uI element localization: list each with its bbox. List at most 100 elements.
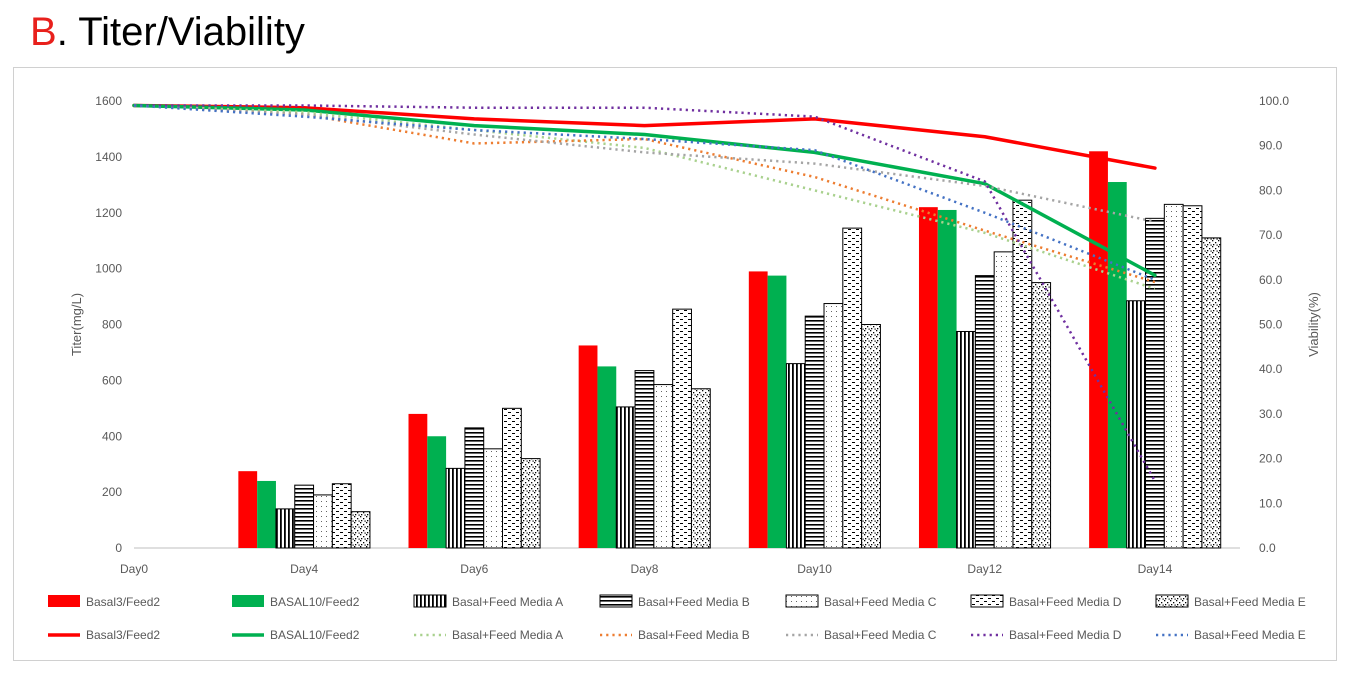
legend-bar-swatch: [232, 595, 264, 607]
y2-tick-label: 100.0: [1259, 94, 1289, 108]
y-tick-label: 0: [115, 541, 122, 555]
bar-0-3: [578, 345, 598, 548]
y2-tick-label: 0.0: [1259, 541, 1276, 555]
line-series-2: [133, 104, 1156, 290]
bar-1-4: [767, 275, 787, 548]
bar-3-6: [1145, 217, 1165, 549]
bar-5-2: [502, 407, 522, 549]
bar-6-6: [1201, 237, 1222, 549]
bar-6-2: [520, 458, 541, 549]
bar-3-3: [634, 370, 655, 549]
bar-6-3: [690, 388, 711, 549]
bar-0-4: [748, 271, 768, 548]
figure-title-text: . Titer/Viability: [56, 10, 305, 54]
bar-3-4: [804, 315, 825, 549]
chart-frame: [13, 67, 1337, 661]
legend-line-label: Basal+Feed Media A: [452, 628, 563, 642]
line-series-0: [132, 103, 1157, 170]
bar-6-1: [350, 511, 371, 549]
bar-1-5: [937, 209, 957, 549]
y2-tick-label: 70.0: [1259, 228, 1283, 242]
y2-tick-label: 10.0: [1259, 496, 1283, 510]
bar-4-2: [483, 448, 504, 549]
bar-0-2: [408, 413, 428, 548]
bar-1-2: [427, 436, 447, 548]
legend-line-label: Basal3/Feed2: [86, 628, 160, 642]
y-tick-label: 1400: [95, 150, 122, 164]
legend-bar-label: Basal+Feed Media B: [638, 595, 750, 609]
legend-bar-swatch: [1155, 594, 1189, 608]
bar-2-4: [785, 363, 806, 549]
legend-bar-label: Basal3/Feed2: [86, 595, 160, 609]
y2-axis-title: Viability(%): [1306, 292, 1321, 357]
bar-0-6: [1089, 151, 1108, 548]
y-tick-label: 1600: [95, 94, 122, 108]
legend-line-label: Basal+Feed Media D: [1009, 628, 1122, 642]
bar-5-4: [842, 227, 863, 549]
legend-line-label: BASAL10/Feed2: [270, 628, 360, 642]
bar-4-3: [653, 384, 674, 549]
y-tick-label: 200: [102, 485, 122, 499]
bar-4-1: [313, 494, 333, 549]
bar-0-1: [238, 471, 258, 548]
y-tick-label: 1200: [95, 206, 122, 220]
y2-tick-label: 60.0: [1259, 273, 1283, 287]
line-series-5: [134, 104, 1157, 482]
bar-5-1: [331, 483, 352, 549]
y-axis-title: Titer(mg/L): [69, 293, 84, 356]
y2-tick-label: 90.0: [1259, 139, 1283, 153]
legend-bar-label: Basal+Feed Media D: [1009, 595, 1122, 609]
legend-line-label: Basal+Feed Media C: [824, 628, 937, 642]
bar-4-5: [993, 251, 1014, 549]
bar-6-4: [861, 324, 881, 549]
y-tick-label: 800: [102, 318, 122, 332]
bar-4-4: [823, 303, 844, 549]
bar-1-3: [597, 366, 617, 548]
legend-bar-label: Basal+Feed Media C: [824, 595, 937, 609]
bar-2-6: [1126, 300, 1147, 549]
y-tick-label: 400: [102, 429, 122, 443]
bar-3-1: [294, 484, 315, 549]
legend-bar-swatch: [48, 595, 80, 607]
bar-3-2: [464, 427, 485, 549]
y2-tick-label: 30.0: [1259, 407, 1283, 421]
bar-2-1: [275, 508, 296, 549]
y-tick-label: 1000: [95, 262, 122, 276]
bar-1-1: [257, 480, 276, 548]
figure-title: B. Titer/Viability: [30, 10, 305, 55]
bar-5-6: [1182, 205, 1203, 549]
bar-3-5: [974, 275, 995, 549]
line-series-4: [133, 104, 1156, 223]
bar-2-3: [615, 406, 636, 549]
legend-bar-label: Basal+Feed Media A: [452, 595, 563, 609]
y2-tick-label: 20.0: [1259, 452, 1283, 466]
legend-line-label: Basal+Feed Media B: [638, 628, 750, 642]
legend-bar-swatch: [970, 594, 1004, 608]
figure-letter: B: [30, 10, 57, 54]
bar-6-5: [1031, 282, 1052, 549]
bar-5-5: [1012, 199, 1033, 549]
y2-tick-label: 80.0: [1259, 183, 1283, 197]
bar-0-5: [918, 207, 938, 548]
x-tick-label: Day8: [630, 562, 658, 576]
y2-tick-label: 50.0: [1259, 318, 1283, 332]
line-series-1: [132, 103, 1157, 278]
y-tick-label: 600: [102, 373, 122, 387]
x-tick-label: Day0: [120, 562, 148, 576]
bar-5-3: [672, 308, 692, 549]
bar-2-5: [956, 330, 976, 549]
line-series-6: [133, 104, 1156, 281]
legend-line-label: Basal+Feed Media E: [1194, 628, 1306, 642]
legend-bar-swatch: [599, 594, 633, 608]
bar-2-2: [445, 467, 466, 549]
x-tick-label: Day14: [1138, 562, 1173, 576]
bar-4-6: [1163, 203, 1184, 549]
x-tick-label: Day10: [797, 562, 832, 576]
legend-bar-swatch: [785, 594, 819, 608]
legend-bar-swatch: [413, 594, 447, 608]
bar-1-6: [1107, 182, 1127, 549]
legend-bar-label: BASAL10/Feed2: [270, 595, 360, 609]
y2-tick-label: 40.0: [1259, 362, 1283, 376]
x-tick-label: Day6: [460, 562, 488, 576]
